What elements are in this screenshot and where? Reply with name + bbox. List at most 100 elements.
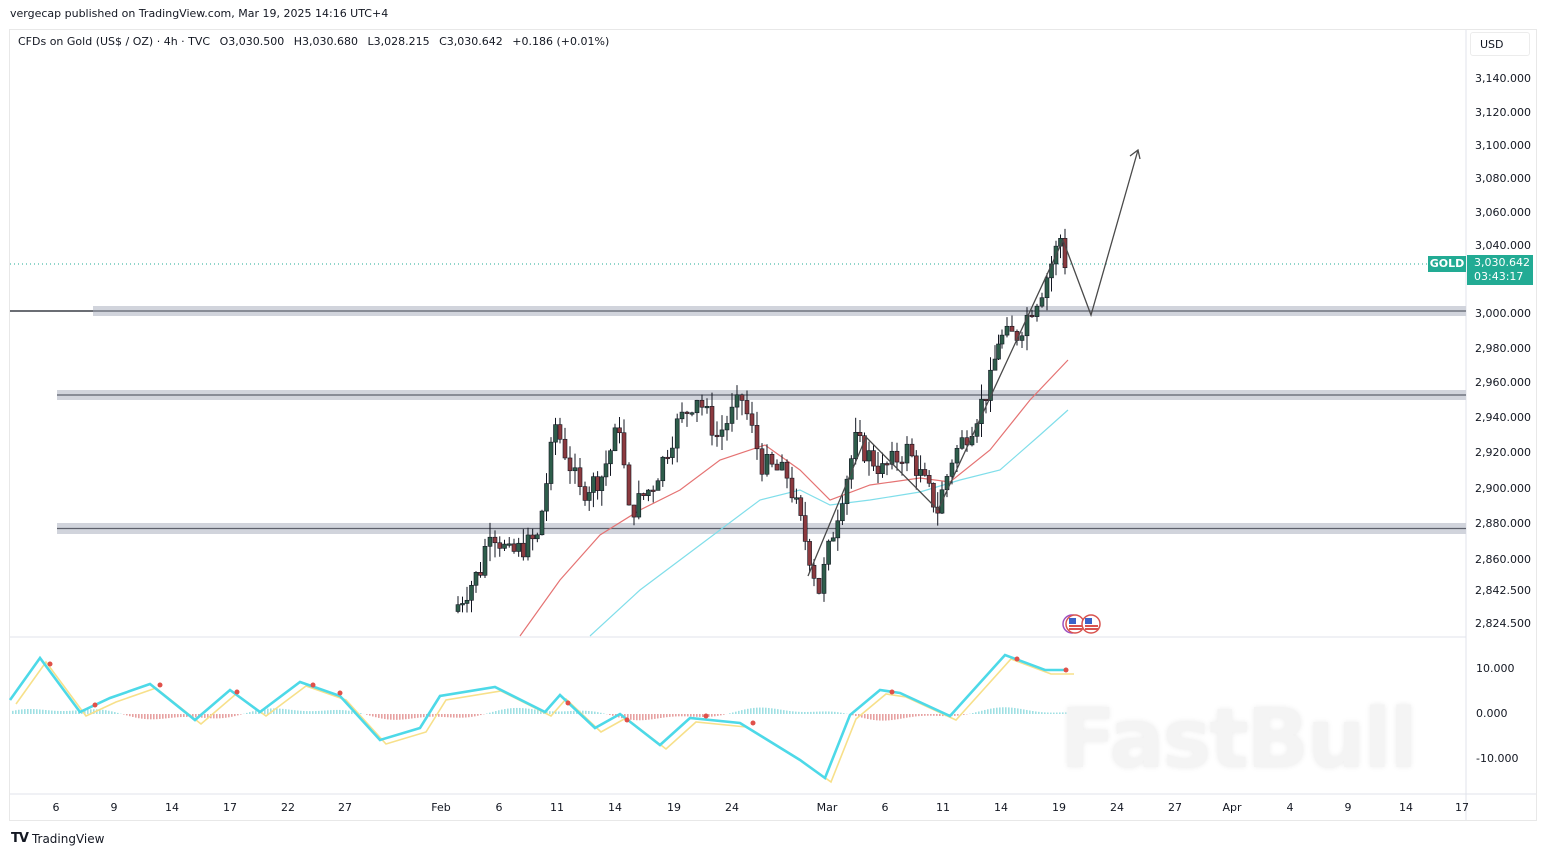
time-tick-label: 17 bbox=[1455, 801, 1469, 814]
osc-histogram-bar bbox=[552, 711, 554, 714]
symbol-price-tag: GOLD bbox=[1428, 256, 1466, 272]
bear-candle bbox=[595, 476, 600, 491]
osc-histogram-bar bbox=[375, 714, 377, 718]
osc-histogram-bar bbox=[249, 712, 251, 714]
osc-histogram-bar bbox=[306, 711, 308, 714]
osc-histogram-bar bbox=[270, 708, 272, 714]
osc-histogram-bar bbox=[300, 710, 302, 714]
bear-candle bbox=[909, 443, 915, 457]
osc-histogram-bar bbox=[66, 710, 68, 714]
osc-histogram-bar bbox=[858, 714, 860, 717]
osc-histogram-bar bbox=[942, 714, 944, 717]
osc-histogram-bar bbox=[237, 714, 239, 716]
osc-histogram-bar bbox=[348, 710, 350, 714]
osc-histogram-bar bbox=[57, 710, 59, 714]
osc-histogram-bar bbox=[159, 714, 161, 719]
osc-histogram-bar bbox=[24, 709, 26, 714]
osc-cross-dot bbox=[157, 682, 163, 688]
time-tick-label: 6 bbox=[52, 801, 60, 814]
osc-histogram-bar bbox=[384, 714, 386, 720]
economic-events[interactable] bbox=[1060, 613, 1104, 639]
osc-histogram-bar bbox=[12, 710, 14, 714]
osc-histogram-bar bbox=[777, 709, 779, 714]
bear-candle bbox=[530, 534, 535, 540]
price-tick-label: 2,980.000 bbox=[1475, 342, 1531, 355]
osc-histogram-bar bbox=[1038, 711, 1040, 714]
osc-histogram-bar bbox=[432, 714, 434, 717]
osc-histogram-bar bbox=[879, 714, 881, 721]
osc-histogram-bar bbox=[474, 714, 476, 717]
osc-histogram-bar bbox=[294, 710, 296, 714]
bull-candle bbox=[608, 450, 613, 465]
osc-histogram-bar bbox=[228, 714, 230, 718]
osc-histogram-bar bbox=[630, 714, 632, 720]
symbol-legend: CFDs on Gold (US$ / OZ) · 4h · TVC O3,03… bbox=[18, 35, 615, 48]
moving-average-line bbox=[519, 359, 1069, 637]
osc-fast-line bbox=[8, 653, 1068, 781]
osc-histogram-bar bbox=[174, 714, 176, 718]
osc-histogram-bar bbox=[273, 708, 275, 714]
osc-cross-dot bbox=[889, 689, 895, 695]
osc-histogram-bar bbox=[411, 714, 413, 719]
price-tick-label: 2,900.000 bbox=[1475, 482, 1531, 495]
osc-histogram-bar bbox=[501, 709, 503, 714]
osc-histogram-bar bbox=[117, 712, 119, 714]
osc-cross-dot bbox=[234, 689, 240, 695]
osc-histogram-bar bbox=[504, 709, 506, 714]
osc-histogram-bar bbox=[978, 711, 980, 714]
osc-histogram-bar bbox=[519, 707, 521, 714]
osc-histogram-bar bbox=[915, 714, 917, 717]
osc-histogram-bar bbox=[585, 710, 587, 714]
osc-histogram-bar bbox=[165, 714, 167, 719]
osc-histogram-bar bbox=[636, 714, 638, 721]
bear-candle bbox=[709, 406, 715, 436]
osc-histogram-bar bbox=[516, 707, 518, 714]
osc-histogram-bar bbox=[141, 714, 143, 719]
osc-histogram-bar bbox=[33, 709, 35, 714]
osc-histogram-bar bbox=[774, 708, 776, 714]
osc-histogram-bar bbox=[510, 708, 512, 714]
osc-histogram-bar bbox=[999, 707, 1001, 714]
osc-histogram-bar bbox=[414, 714, 416, 719]
osc-histogram-bar bbox=[63, 711, 65, 714]
bull-candle bbox=[539, 510, 545, 536]
bear-candle bbox=[511, 543, 517, 552]
osc-histogram-bar bbox=[408, 714, 410, 719]
osc-histogram-bar bbox=[420, 714, 422, 718]
bull-candle bbox=[464, 599, 470, 604]
bull-candle bbox=[679, 411, 685, 420]
bull-candle bbox=[918, 469, 923, 476]
osc-histogram-bar bbox=[423, 714, 425, 718]
osc-histogram-bar bbox=[897, 714, 899, 720]
osc-histogram-bar bbox=[786, 710, 788, 714]
osc-histogram-bar bbox=[819, 711, 821, 714]
osc-histogram-bar bbox=[987, 709, 989, 714]
osc-histogram-bar bbox=[204, 714, 206, 718]
osc-histogram-bar bbox=[36, 709, 38, 714]
osc-histogram-bar bbox=[756, 707, 758, 714]
us-flag-event-icon[interactable] bbox=[1060, 613, 1104, 635]
currency-selector[interactable]: USD bbox=[1470, 32, 1530, 56]
osc-histogram-bar bbox=[219, 714, 221, 719]
osc-histogram-bar bbox=[87, 709, 89, 714]
osc-histogram-bar bbox=[759, 707, 761, 714]
bull-candle bbox=[826, 540, 831, 565]
osc-histogram-bar bbox=[681, 714, 683, 717]
osc-histogram-bar bbox=[870, 714, 872, 720]
osc-histogram-bar bbox=[1056, 712, 1058, 714]
osc-histogram-bar bbox=[102, 709, 104, 714]
bear-candle bbox=[754, 425, 760, 450]
bull-candle bbox=[794, 497, 799, 500]
osc-histogram-bar bbox=[99, 709, 101, 714]
projection-path bbox=[807, 149, 1139, 577]
bear-candle bbox=[567, 457, 573, 472]
osc-histogram-bar bbox=[699, 714, 701, 717]
osc-histogram-bar bbox=[1020, 708, 1022, 714]
osc-histogram-bar bbox=[45, 709, 47, 714]
osc-histogram-bar bbox=[345, 710, 347, 714]
tradingview-logo[interactable]: TV TradingView bbox=[11, 831, 104, 846]
bull-candle bbox=[548, 441, 554, 484]
osc-histogram-bar bbox=[297, 710, 299, 714]
bull-candle bbox=[460, 603, 465, 606]
